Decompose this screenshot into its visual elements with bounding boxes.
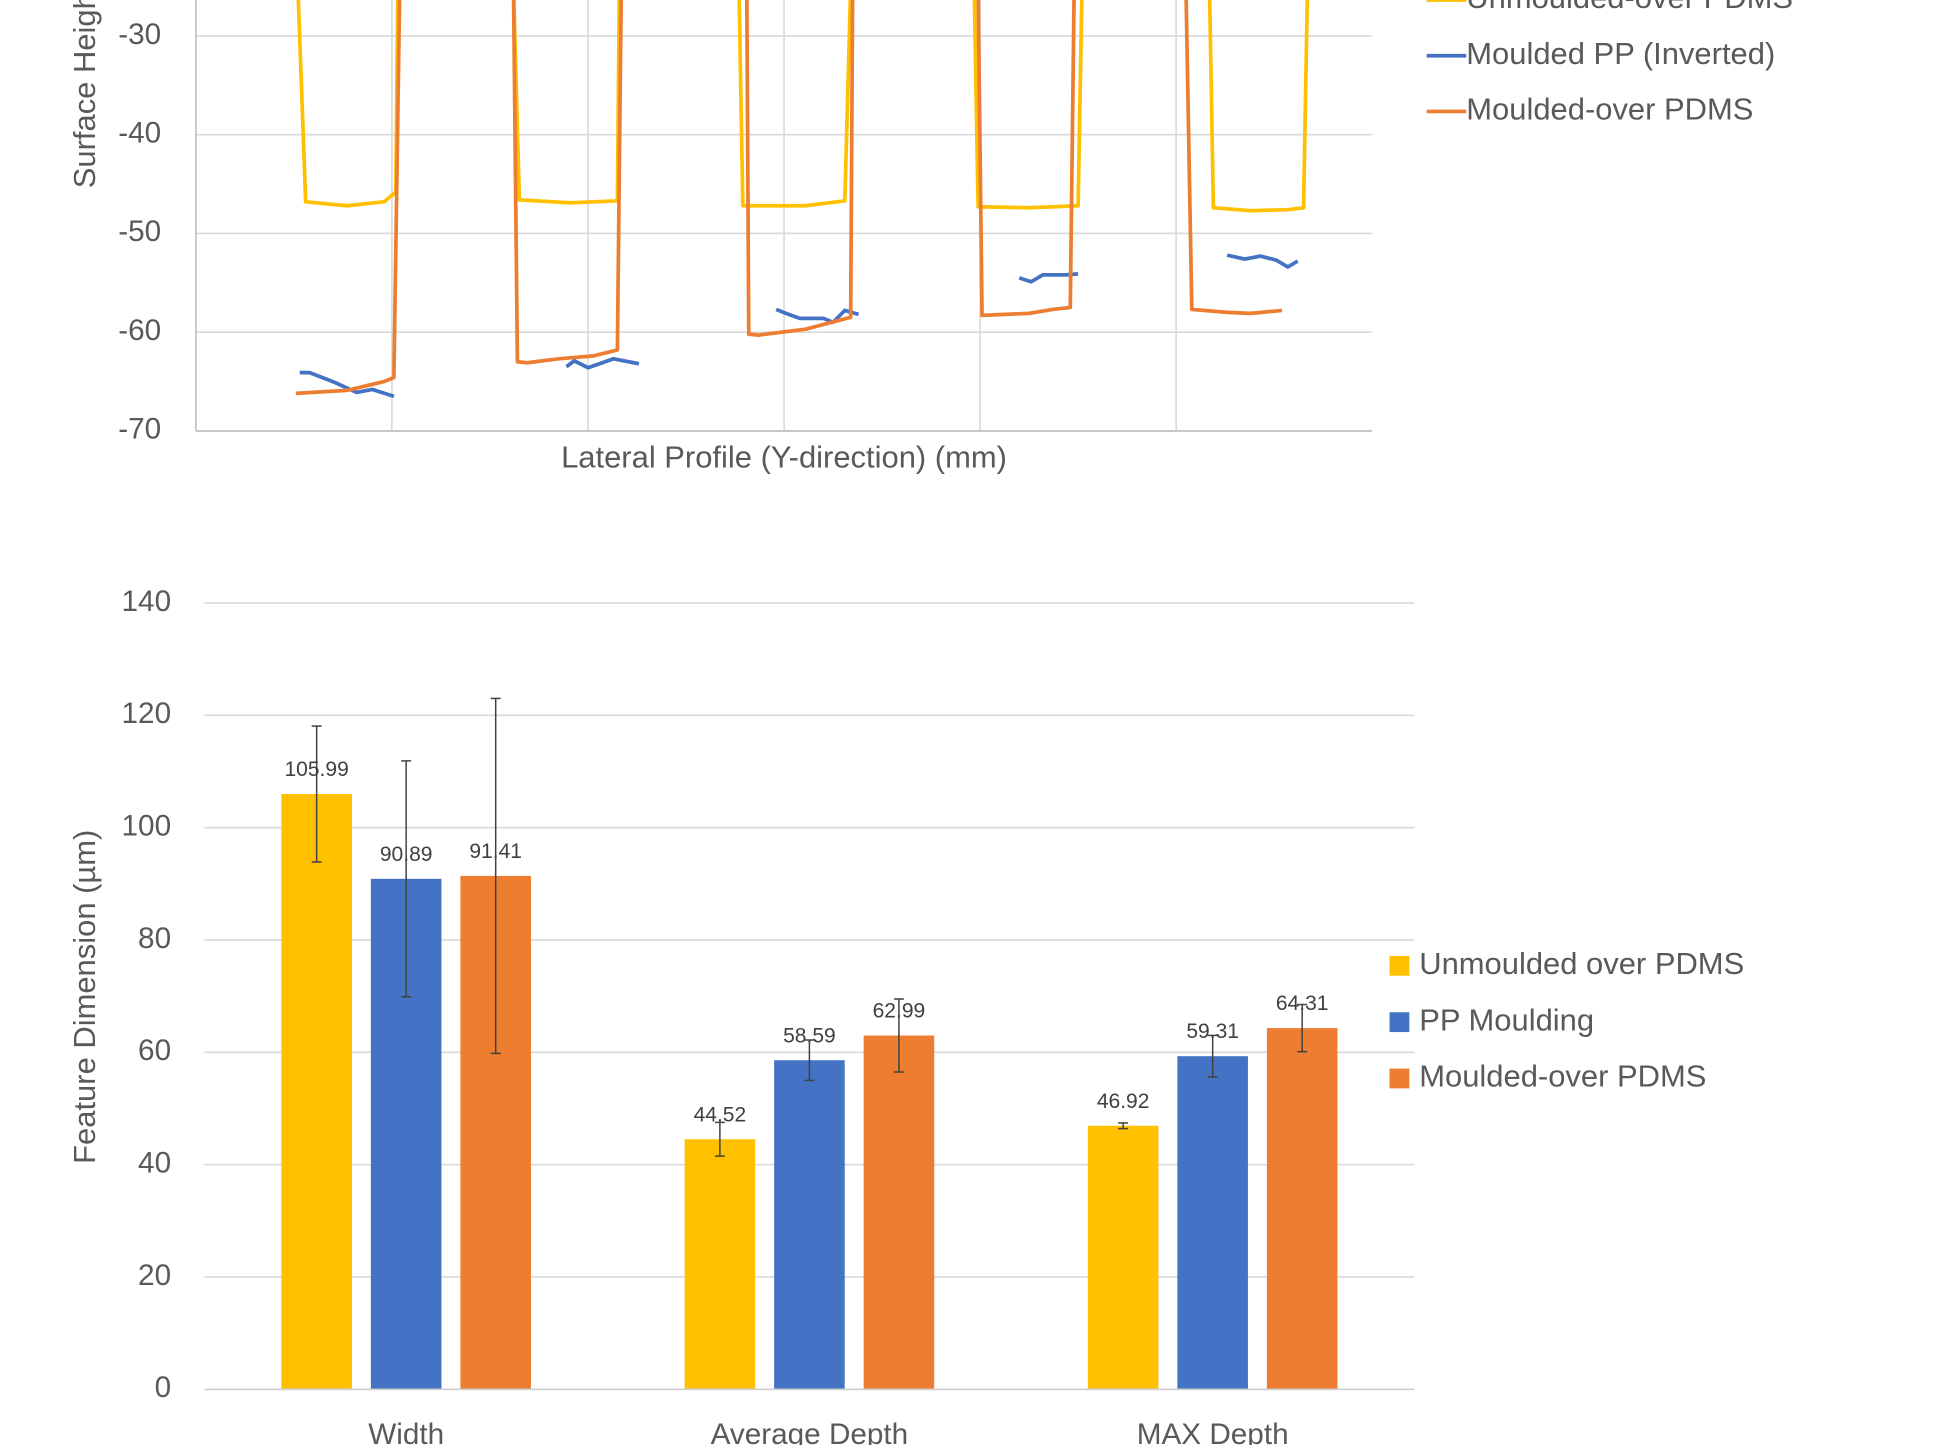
- y-tick-label: -70: [118, 413, 161, 446]
- bar: [281, 794, 352, 1390]
- data-label: 46.92: [1097, 1090, 1150, 1113]
- line-series: [296, 0, 1310, 213]
- y-tick-label: 100: [122, 810, 172, 843]
- data-label: 44.52: [694, 1103, 747, 1126]
- legend-swatch: [1389, 1012, 1410, 1033]
- bar: [863, 1035, 935, 1390]
- x-tick-label: Width: [368, 1418, 444, 1445]
- y-tick-label: 20: [138, 1259, 171, 1292]
- bar: [1177, 1056, 1248, 1390]
- y-tick-label: -60: [118, 314, 161, 347]
- y-axis-title: Feature Dimension (µm): [67, 830, 102, 1164]
- x-tick-label: MAX Depth: [1137, 1418, 1289, 1445]
- line-series: [295, 0, 1283, 396]
- x-tick-label: Average Depth: [711, 1418, 909, 1445]
- y-tick-label: 0: [155, 1371, 172, 1404]
- legend-label: Unmoulded over PDMS: [1419, 946, 1744, 981]
- legend-label: Moulded-over PDMS: [1466, 92, 1753, 127]
- y-tick-label: 40: [138, 1146, 171, 1179]
- y-tick-label: 60: [138, 1034, 171, 1067]
- data-label: 58.59: [783, 1024, 836, 1047]
- data-label: 59.31: [1186, 1020, 1239, 1043]
- data-label: 91.41: [469, 840, 522, 863]
- legend-label: PP Moulding: [1419, 1002, 1594, 1037]
- bar: [1266, 1028, 1338, 1390]
- data-label: 64.31: [1276, 992, 1329, 1015]
- y-axis-title: Surface Height (µm): [67, 0, 102, 188]
- data-label: 105.99: [284, 758, 348, 781]
- legend-swatch: [1389, 1068, 1410, 1089]
- y-tick-label: -40: [118, 116, 161, 149]
- legend-label: Unmoulded-over PDMS: [1466, 0, 1793, 15]
- line-series: [299, 253, 1299, 399]
- legend-label: Moulded PP (Inverted): [1466, 36, 1775, 71]
- data-label: 90.89: [380, 843, 433, 866]
- bar: [684, 1139, 756, 1390]
- y-tick-label: 80: [138, 922, 171, 955]
- bar: [774, 1060, 845, 1390]
- y-tick-label: 140: [122, 585, 172, 618]
- y-tick-label: -50: [118, 215, 161, 248]
- y-tick-label: 120: [122, 697, 172, 730]
- legend-label: Moulded-over PDMS: [1419, 1059, 1706, 1094]
- legend-swatch: [1389, 955, 1410, 976]
- y-tick-label: -30: [118, 18, 161, 51]
- x-axis-title: Lateral Profile (Y-direction) (mm): [561, 440, 1007, 475]
- data-label: 62.99: [873, 1000, 926, 1023]
- bar: [1087, 1125, 1159, 1390]
